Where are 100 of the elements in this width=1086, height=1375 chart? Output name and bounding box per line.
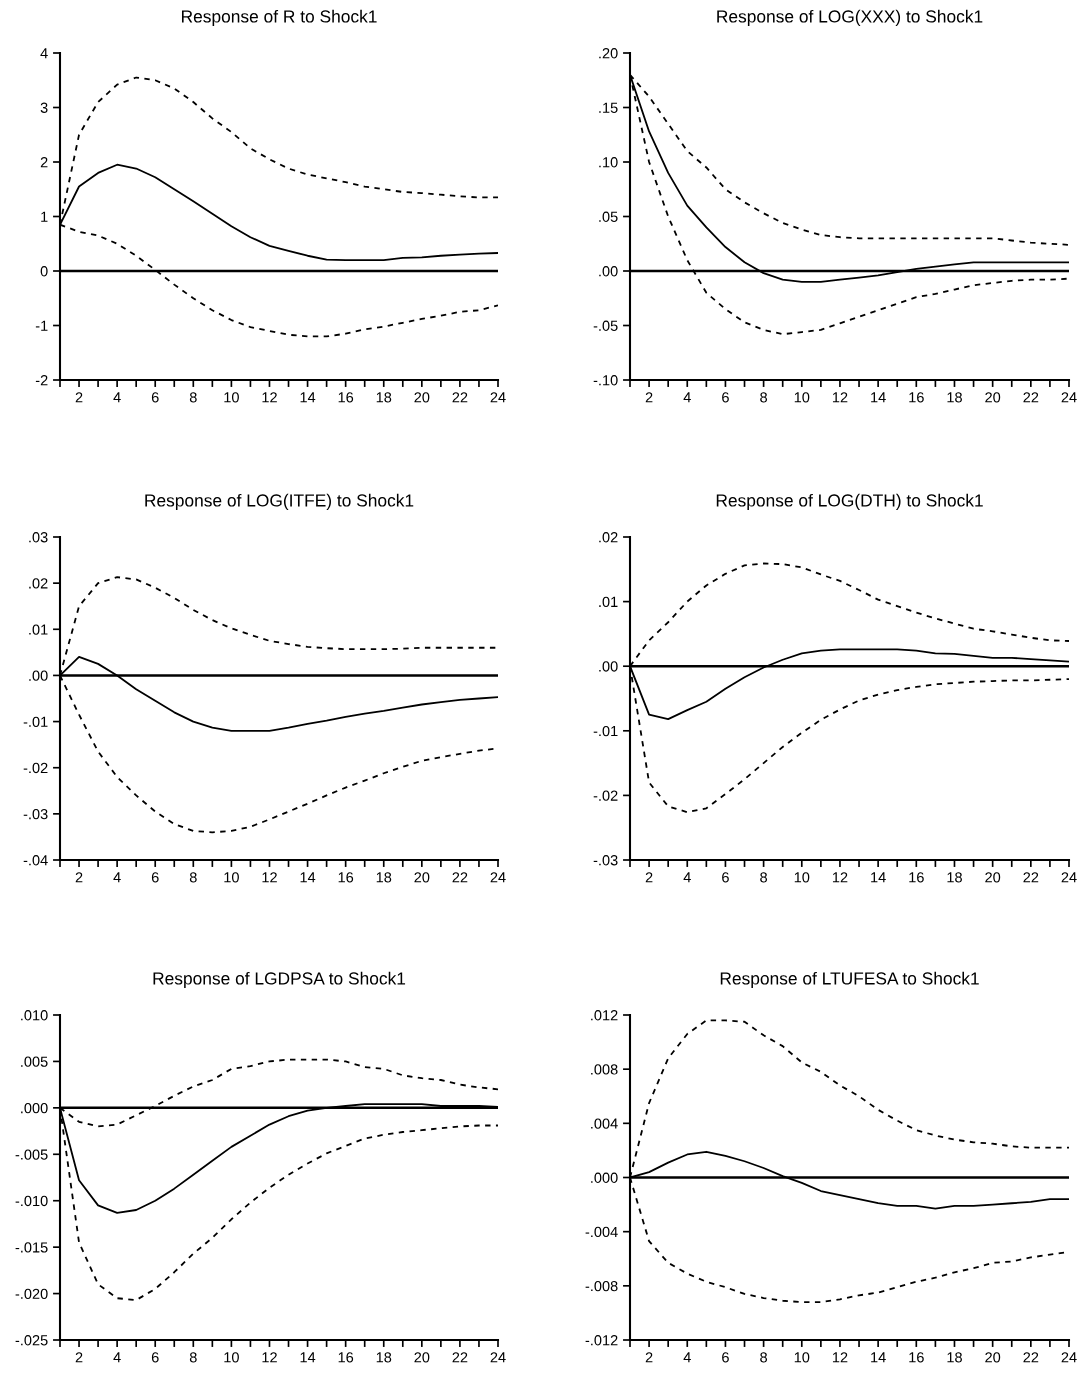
y-tick-label: -.03 [593,855,618,866]
x-tick-label: 18 [947,1352,962,1363]
y-tick-label: 0 [40,266,48,277]
y-tick-label: .02 [29,578,48,589]
y-tick-label: -.02 [23,762,48,774]
y-tick-label: -.005 [15,1149,48,1160]
x-tick-label: 18 [376,392,392,403]
y-tick-label: 1 [41,211,48,222]
y-tick-label: .01 [599,596,618,608]
y-tick-label: -.10 [593,375,618,386]
x-tick-label: 16 [909,392,924,403]
x-tick-label: 16 [909,872,924,883]
x-tick-label: 16 [909,1352,924,1363]
x-tick-label: 10 [224,1352,239,1363]
x-tick-label: 22 [452,1352,468,1363]
y-tick-label: -.03 [23,808,48,820]
y-tick-label: 2 [40,157,48,168]
y-tick-label: -.010 [15,1195,48,1207]
y-tick-label: .00 [599,266,618,277]
x-tick-label: 8 [760,872,768,883]
x-tick-label: 6 [151,872,159,883]
chart-title: Response of LOG(DTH) to Shock1 [716,493,983,511]
x-tick-label: 6 [722,872,729,883]
x-tick-label: 6 [151,392,159,403]
x-tick-label: 4 [113,872,121,883]
x-tick-label: 10 [224,392,239,403]
x-tick-label: 20 [985,872,1001,883]
x-tick-label: 14 [300,392,316,403]
y-tick-label: -.01 [23,716,48,727]
x-tick-label: 24 [490,872,506,883]
y-tick-label: -.025 [15,1335,48,1346]
x-tick-label: 24 [1061,872,1077,883]
x-tick-label: 18 [947,872,962,883]
y-tick-label: .000 [591,1172,618,1183]
x-tick-label: 22 [1023,1352,1039,1363]
chart-title: Response of LGDPSA to Shock1 [153,971,406,989]
y-tick-label: .05 [599,211,618,222]
y-tick-label: 3 [40,102,48,113]
x-tick-label: 12 [832,1352,848,1363]
x-tick-label: 10 [224,872,239,883]
x-tick-label: 4 [683,392,691,403]
y-tick-label: 4 [40,48,48,59]
x-tick-label: 2 [645,872,653,883]
y-tick-label: -.01 [593,725,618,737]
x-tick-label: 10 [794,1352,810,1363]
chart-title: Response of LTUFESA to Shock1 [720,971,979,989]
x-tick-label: 6 [151,1352,159,1363]
x-tick-label: 14 [871,872,886,883]
y-tick-label: .008 [591,1064,618,1075]
x-tick-label: 18 [376,872,392,883]
x-tick-label: 8 [760,1352,768,1363]
x-tick-label: 10 [794,872,810,883]
x-tick-label: 14 [871,392,886,403]
x-tick-label: 2 [645,1352,653,1363]
chart-title: Response of R to Shock1 [181,9,377,27]
x-tick-label: 20 [414,392,430,403]
y-tick-label: -1 [35,320,48,331]
y-tick-label: -.04 [23,855,48,866]
x-tick-label: 24 [1061,1352,1077,1363]
x-tick-label: 18 [376,1352,392,1363]
chart-title: Response of LOG(XXX) to Shock1 [717,9,983,27]
y-tick-label: .15 [599,102,618,113]
x-tick-label: 6 [722,392,729,403]
x-tick-label: 4 [113,1352,121,1363]
y-tick-label: .010 [21,1010,48,1021]
x-tick-label: 8 [189,872,197,883]
x-tick-label: 16 [338,1352,354,1363]
y-tick-label: .03 [29,532,48,543]
y-tick-label: -.012 [585,1335,618,1346]
x-tick-label: 22 [1023,392,1039,403]
x-tick-label: 12 [832,392,848,403]
x-tick-label: 14 [300,872,316,883]
x-tick-label: 8 [760,392,768,403]
x-tick-label: 18 [947,392,962,403]
x-tick-label: 2 [75,872,83,883]
x-tick-label: 2 [75,392,83,403]
x-tick-label: 4 [683,1352,691,1363]
y-tick-label: .000 [21,1102,48,1114]
y-tick-label: .01 [29,624,48,635]
x-tick-label: 12 [262,392,277,403]
x-tick-label: 16 [338,872,354,883]
x-tick-label: 2 [645,392,653,403]
y-tick-label: -.05 [593,320,618,331]
x-tick-label: 12 [832,872,848,883]
x-tick-label: 8 [189,392,197,403]
y-tick-label: .00 [29,670,48,681]
x-tick-label: 24 [490,392,506,403]
x-tick-label: 6 [722,1352,729,1363]
x-tick-label: 12 [262,872,277,883]
x-tick-label: 8 [189,1352,197,1363]
y-tick-label: .00 [599,661,618,672]
x-tick-label: 22 [452,392,468,403]
x-tick-label: 10 [794,392,810,403]
y-tick-label: -.02 [593,790,618,801]
y-tick-label: .20 [599,48,618,59]
x-tick-label: 24 [490,1352,506,1363]
chart-title: Response of LOG(ITFE) to Shock1 [145,493,414,511]
x-tick-label: 20 [414,1352,430,1363]
y-tick-label: -.008 [585,1280,618,1292]
x-tick-label: 20 [985,392,1001,403]
